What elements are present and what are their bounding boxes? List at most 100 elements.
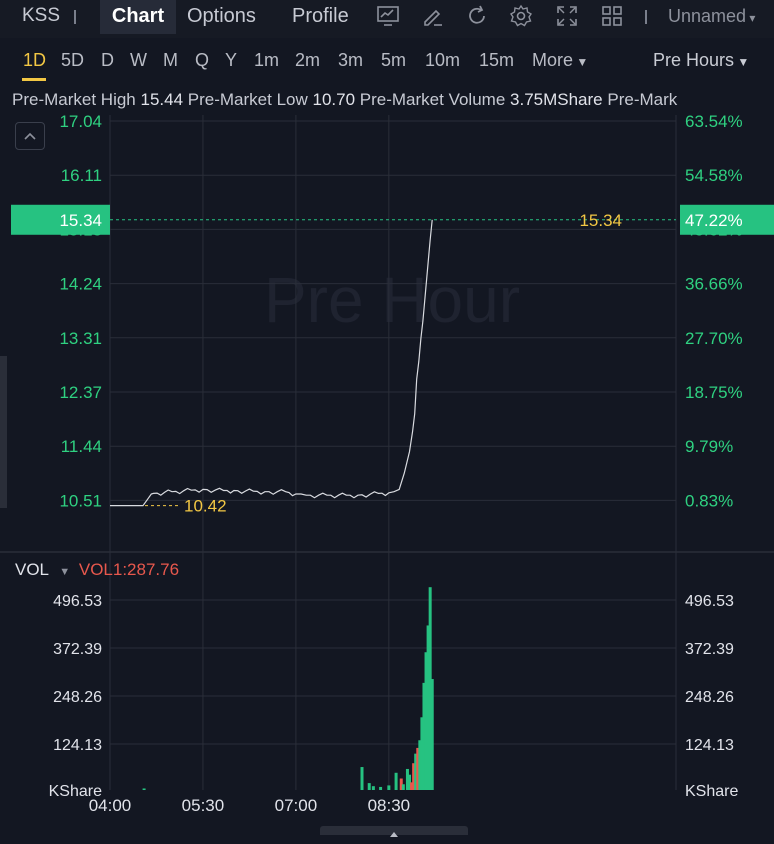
caret-down-icon[interactable]: ▼ — [53, 566, 71, 578]
chevron-down-icon: ▾ — [746, 11, 756, 25]
volume-bar — [410, 782, 414, 790]
price-markers: 15.34 47.22% 15.34 10.42 — [11, 204, 774, 516]
percent-tick-label: 36.66% — [685, 275, 743, 294]
volume-unit-label: KShare — [49, 783, 102, 800]
volume-bar — [142, 788, 146, 790]
price-tick-label: 13.31 — [59, 329, 102, 348]
current-price-label: 15.34 — [59, 211, 102, 230]
percent-tick-label: 27.70% — [685, 329, 743, 348]
volume-axis: 496.53 496.53 372.39 372.39 248.26 248.26 124.… — [49, 593, 739, 800]
current-price-badge-left — [11, 204, 110, 235]
refresh-icon[interactable] — [465, 4, 489, 28]
percent-tick-label: 18.75% — [685, 383, 743, 402]
volume-unit-label: KShare — [685, 783, 738, 800]
toolbar-divider — [645, 10, 647, 24]
time-tick-label: 08:30 — [368, 796, 411, 815]
caret-down-icon: ▼ — [734, 55, 750, 69]
percent-tick-label: 0.83% — [685, 491, 733, 510]
side-panel-toggle[interactable] — [0, 356, 7, 508]
premarket-volume-label: Pre-Market Volume — [359, 90, 506, 109]
volume-tick-label: 248.26 — [53, 689, 102, 706]
time-tick-label: 07:00 — [275, 796, 318, 815]
last-price-annotation: 15.34 — [579, 211, 622, 230]
volume-bar — [367, 783, 371, 790]
volume-bar — [387, 785, 391, 790]
tab-options[interactable]: Options — [187, 5, 256, 27]
price-line-layer — [110, 219, 433, 507]
timeframe-10m[interactable]: 10m — [425, 50, 461, 70]
timeframe-q[interactable]: Q — [195, 50, 210, 70]
current-percent-badge-right — [680, 204, 774, 235]
volume-indicator-value: VOL1:287.76 — [78, 560, 180, 579]
premarket-high-value: 15.44 — [140, 90, 184, 109]
expand-icon[interactable] — [555, 4, 579, 28]
volume-bar — [418, 740, 422, 790]
session-select[interactable]: Pre Hours ▼ — [653, 48, 749, 74]
volume-bar — [379, 786, 383, 790]
timeframe-1d[interactable]: 1D — [23, 50, 47, 70]
ticker-symbol[interactable]: KSS — [22, 5, 61, 26]
volume-bars — [142, 587, 434, 790]
premarket-high-label: Pre-Market High — [12, 90, 136, 109]
volume-bar — [424, 652, 428, 790]
volume-bar — [360, 767, 364, 790]
volume-bar — [420, 717, 424, 790]
toolbar-divider — [74, 10, 76, 24]
more-label: More — [532, 50, 574, 70]
tab-chart[interactable]: Chart — [100, 0, 176, 34]
percent-tick-label: 9.79% — [685, 437, 733, 456]
time-tick-label: 04:00 — [89, 796, 132, 815]
volume-bar — [394, 772, 398, 790]
timeframe-w[interactable]: W — [130, 50, 147, 70]
price-tick-label: 14.24 — [59, 275, 102, 294]
volume-tick-label: 372.39 — [53, 641, 102, 658]
gear-icon[interactable] — [509, 4, 533, 28]
caret-down-icon: ▼ — [573, 55, 589, 69]
session-label: Pre Hours — [653, 50, 735, 70]
collapse-button[interactable] — [15, 122, 45, 150]
price-tick-label: 12.37 — [59, 383, 102, 402]
volume-header: VOL ▼ VOL1:287.76 — [15, 560, 179, 580]
timeframe-3m[interactable]: 3m — [338, 50, 364, 70]
timeframe-d[interactable]: D — [101, 50, 114, 70]
volume-bar — [412, 763, 416, 790]
timeframe-y[interactable]: Y — [225, 50, 238, 70]
low-marker-label: 10.42 — [184, 497, 227, 516]
chart-monitor-icon[interactable] — [376, 4, 400, 28]
time-axis: 04:00 05:30 07:00 08:30 — [89, 796, 410, 815]
price-tick-label: 10.51 — [59, 491, 102, 510]
tab-profile[interactable]: Profile — [292, 5, 349, 27]
timeframe-5m[interactable]: 5m — [381, 50, 407, 70]
timeframe-m[interactable]: M — [163, 50, 178, 70]
layout-name-dropdown[interactable]: Unnamed ▾ — [668, 0, 755, 34]
bottom-panel-handle[interactable] — [320, 826, 468, 837]
premarket-volume-value: 3.75MShare — [510, 90, 603, 109]
price-line — [110, 219, 433, 507]
volume-bar — [428, 587, 432, 790]
volume-tick-label: 248.26 — [685, 689, 734, 706]
volume-tick-label: 496.53 — [53, 593, 102, 610]
grid-layout-icon[interactable] — [600, 4, 624, 28]
chart-watermark: Pre Hour — [264, 264, 520, 336]
active-timeframe-indicator — [22, 78, 46, 81]
volume-bar — [401, 784, 405, 790]
price-tick-label: 11.44 — [61, 437, 102, 456]
timeframe-15m[interactable]: 15m — [479, 50, 515, 70]
volume-grid — [110, 599, 676, 745]
volume-bar — [414, 753, 418, 790]
volume-title[interactable]: VOL — [15, 560, 49, 579]
more-timeframes-dropdown[interactable]: More ▼ — [532, 48, 588, 74]
volume-bar — [426, 625, 430, 790]
volume-bar — [430, 679, 434, 790]
timeframe-2m[interactable]: 2m — [295, 50, 321, 70]
volume-bar — [371, 786, 375, 790]
timeframe-1m[interactable]: 1m — [254, 50, 280, 70]
timeframe-5d[interactable]: 5D — [61, 50, 85, 70]
volume-bar — [422, 682, 426, 790]
chevron-up-icon — [24, 132, 36, 140]
volume-bar — [416, 747, 420, 790]
premarket-low-value: 10.70 — [312, 90, 356, 109]
pencil-icon[interactable] — [421, 4, 445, 28]
